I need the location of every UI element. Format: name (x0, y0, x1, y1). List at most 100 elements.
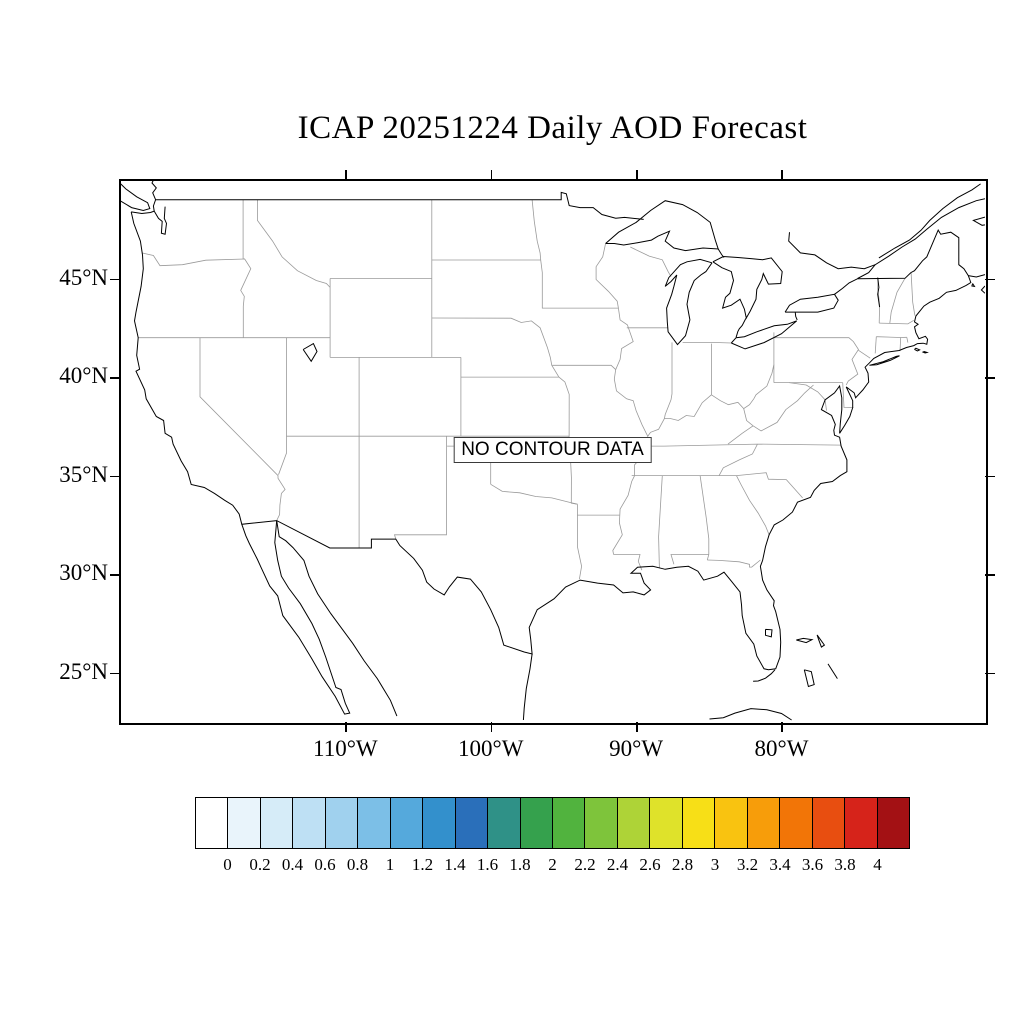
state-border (736, 472, 803, 499)
colorbar-tick-label: 2.6 (639, 855, 661, 874)
coastline (784, 293, 839, 313)
state-border (877, 278, 881, 324)
colorbar-cell (196, 798, 228, 848)
colorbar-tick-label: 2.4 (606, 855, 629, 874)
state-border (490, 483, 578, 505)
coastline (522, 653, 533, 721)
state-border (899, 337, 902, 352)
colorbar-cell (487, 798, 520, 848)
colorbar-cell (324, 798, 358, 848)
coastline (980, 285, 985, 294)
colorbar-tick-label: 3.6 (801, 855, 824, 874)
coastline (794, 312, 798, 321)
colorbar-tick-label: 0 (223, 855, 232, 874)
coastline (921, 351, 929, 354)
coastline (152, 191, 644, 220)
state-border (858, 349, 871, 359)
coastline (605, 200, 719, 252)
coastline (972, 216, 985, 226)
coastline (709, 708, 792, 721)
state-border (630, 246, 672, 277)
state-border (240, 199, 252, 338)
state-border (682, 341, 732, 344)
lat-tick (110, 377, 120, 379)
colorbar-tick-label: 0.4 (281, 855, 304, 874)
colorbar-cell (551, 798, 585, 848)
colorbar-tick-label: 1.4 (444, 855, 466, 874)
lat-tick (985, 672, 995, 675)
state-border (199, 337, 286, 521)
colorbar (195, 797, 910, 849)
colorbar-tick-label: 1.8 (509, 855, 531, 874)
lat-tick (985, 278, 995, 281)
coastline (302, 342, 318, 363)
lat-tick-label: 35°N (59, 461, 108, 487)
colorbar-tick-label: 2.8 (671, 855, 694, 874)
coastline (712, 255, 783, 320)
coastline (914, 347, 921, 352)
lon-tick (636, 170, 638, 180)
state-border (612, 308, 649, 555)
coastline (796, 637, 814, 644)
state-border (718, 443, 758, 476)
lat-tick (110, 278, 120, 281)
state-border (558, 376, 570, 447)
state-border (664, 342, 673, 419)
coastline (753, 669, 776, 682)
colorbar-cell (227, 798, 260, 848)
us-map (120, 180, 985, 721)
coastline (788, 232, 876, 270)
state-border (752, 384, 814, 432)
state-border (278, 337, 287, 475)
coastline (869, 355, 900, 366)
colorbar-tick-label: 3.4 (769, 855, 791, 874)
lat-tick (985, 377, 995, 379)
colorbar-cell (681, 798, 715, 848)
lat-tick (110, 574, 120, 576)
coastline (276, 520, 398, 717)
coastline (241, 520, 351, 715)
state-border (906, 337, 909, 343)
coastline (827, 663, 838, 679)
coastline (664, 258, 713, 346)
lon-tick (636, 722, 638, 732)
state-border (876, 336, 907, 338)
colorbar-labels: 0 0.2 0.4 0.6 0.8 1 1.2 1.4 1.6 1.8 2 2.2 2.4 2.6 2.8 3… (195, 855, 910, 877)
colorbar-tick-label: 3.2 (736, 855, 759, 874)
lat-tick-label: 30°N (59, 560, 108, 586)
colorbar-cell (714, 798, 747, 848)
colorbar-tick-label: 2 (548, 855, 557, 874)
coastline (816, 634, 826, 648)
coastline (971, 283, 976, 288)
coastline (131, 210, 155, 215)
state-border (879, 319, 915, 325)
state-border (788, 382, 827, 411)
colorbar-cell (584, 798, 617, 848)
state-border (256, 199, 331, 288)
lon-tick (345, 722, 347, 732)
colorbar-cell (389, 798, 423, 848)
state-border (707, 559, 761, 568)
lat-tick (110, 475, 120, 478)
colorbar-cell (259, 798, 293, 848)
state-border (874, 336, 877, 354)
colorbar-cell (422, 798, 455, 848)
coastline (735, 317, 747, 338)
coastline (803, 669, 815, 688)
state-border (393, 436, 447, 540)
state-border (727, 425, 754, 445)
lon-tick (781, 722, 783, 732)
colorbar-tick-label: 1.2 (411, 855, 434, 874)
state-border (595, 243, 619, 309)
state-border (910, 272, 916, 316)
lat-tick-label: 45°N (59, 264, 108, 290)
coastline (120, 183, 151, 212)
lon-tick (490, 722, 493, 732)
lat-tick (985, 574, 995, 576)
state-border (773, 337, 859, 386)
state-border (613, 554, 643, 571)
state-border (736, 475, 770, 535)
colorbar-cell (292, 798, 325, 848)
lon-tick-label: 90°W (609, 736, 664, 761)
colorbar-cell (519, 798, 552, 848)
